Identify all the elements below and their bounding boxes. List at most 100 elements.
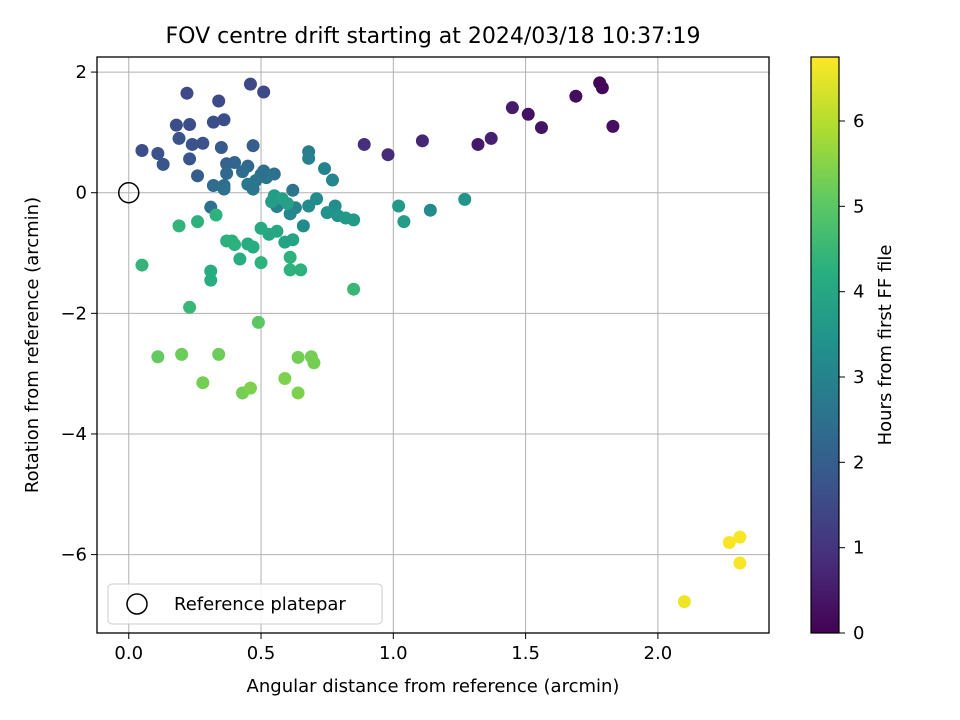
data-point: [347, 213, 361, 227]
data-point: [183, 300, 197, 314]
data-point: [228, 156, 242, 170]
x-axis-label: Angular distance from reference (arcmin): [247, 676, 620, 697]
data-point: [175, 347, 189, 361]
y-axis-label: Rotation from reference (arcmin): [22, 197, 43, 493]
data-point: [325, 173, 339, 187]
data-point: [302, 151, 316, 165]
legend: Reference platepar: [107, 583, 383, 625]
data-point: [357, 137, 371, 151]
data-point: [307, 356, 321, 370]
data-point: [423, 203, 437, 217]
data-point: [172, 131, 186, 145]
data-point: [212, 94, 226, 108]
data-point: [471, 137, 485, 151]
data-point: [320, 206, 334, 220]
y-tick-label: −2: [60, 303, 87, 324]
x-tick-label: 1.0: [379, 643, 408, 664]
x-tick-label: 0.0: [114, 643, 143, 664]
data-point: [135, 143, 149, 157]
data-point: [318, 162, 332, 176]
data-point: [183, 152, 197, 166]
data-point: [251, 315, 265, 329]
data-point: [185, 137, 199, 151]
data-point: [484, 131, 498, 145]
data-point: [392, 199, 406, 213]
x-tick-label: 2.0: [644, 643, 673, 664]
colorbar-tick-label: 4: [853, 282, 864, 303]
data-point: [286, 183, 300, 197]
data-point: [214, 140, 228, 154]
colorbar-tick-label: 2: [853, 452, 864, 473]
data-point: [217, 182, 231, 196]
data-point: [180, 86, 194, 100]
colorbar-ticks: 0 1 2 3 4 5 6: [839, 111, 864, 644]
x-tick-label: 1.5: [511, 643, 540, 664]
data-point: [280, 197, 294, 211]
data-point: [246, 240, 260, 254]
data-point: [310, 192, 324, 206]
data-point: [135, 258, 149, 272]
data-point: [283, 250, 297, 264]
data-point: [283, 207, 297, 221]
data-point: [733, 530, 747, 544]
data-point: [677, 595, 691, 609]
reference-platepar-marker: [117, 181, 140, 204]
data-point: [283, 263, 297, 277]
data-point: [156, 157, 170, 171]
data-point: [246, 182, 260, 196]
y-axis-ticks: 2 0 −2 −4 −6: [60, 62, 97, 566]
y-tick-label: 2: [76, 62, 87, 83]
data-point: [458, 192, 472, 206]
data-point: [191, 169, 205, 183]
data-point: [196, 376, 210, 390]
data-point: [206, 115, 220, 129]
data-point: [204, 264, 218, 278]
data-point: [265, 195, 279, 209]
colorbar: [810, 56, 840, 634]
y-tick-label: −6: [60, 545, 87, 566]
data-point: [217, 113, 231, 127]
data-point: [246, 139, 260, 153]
data-point: [233, 252, 247, 266]
data-point: [172, 219, 186, 233]
data-point: [236, 165, 250, 179]
x-axis-ticks: 0.0 0.5 1.0 1.5 2.0: [114, 633, 672, 664]
y-tick-label: −4: [60, 424, 87, 445]
data-point: [257, 85, 271, 99]
colorbar-tick-label: 5: [853, 196, 864, 217]
data-point: [505, 101, 519, 115]
data-point: [521, 107, 535, 121]
y-tick-label: 0: [76, 183, 87, 204]
data-point: [254, 221, 268, 235]
data-point: [415, 134, 429, 148]
data-point: [151, 147, 165, 161]
data-point: [209, 208, 223, 222]
data-point: [278, 371, 292, 385]
data-point: [733, 556, 747, 570]
data-point: [294, 263, 308, 277]
data-point: [397, 215, 411, 229]
data-point: [347, 282, 361, 296]
chart-title: FOV centre drift starting at 2024/03/18 …: [166, 24, 701, 49]
colorbar-tick-label: 3: [853, 367, 864, 388]
data-point: [183, 118, 197, 132]
data-point: [196, 136, 210, 150]
data-point: [206, 178, 220, 192]
data-point: [254, 256, 268, 270]
data-point: [220, 166, 234, 180]
data-point: [291, 386, 305, 400]
data-point: [151, 350, 165, 364]
legend-box: [107, 583, 383, 625]
x-tick-label: 0.5: [247, 643, 276, 664]
data-point: [296, 219, 310, 233]
scatter-points: [117, 76, 747, 609]
plot-frame: [96, 56, 770, 634]
data-point: [291, 350, 305, 364]
data-point: [606, 119, 620, 133]
data-point: [204, 273, 218, 287]
data-point: [243, 77, 257, 91]
legend-marker-reference: [126, 593, 148, 615]
data-point: [212, 347, 226, 361]
data-point: [228, 238, 242, 252]
